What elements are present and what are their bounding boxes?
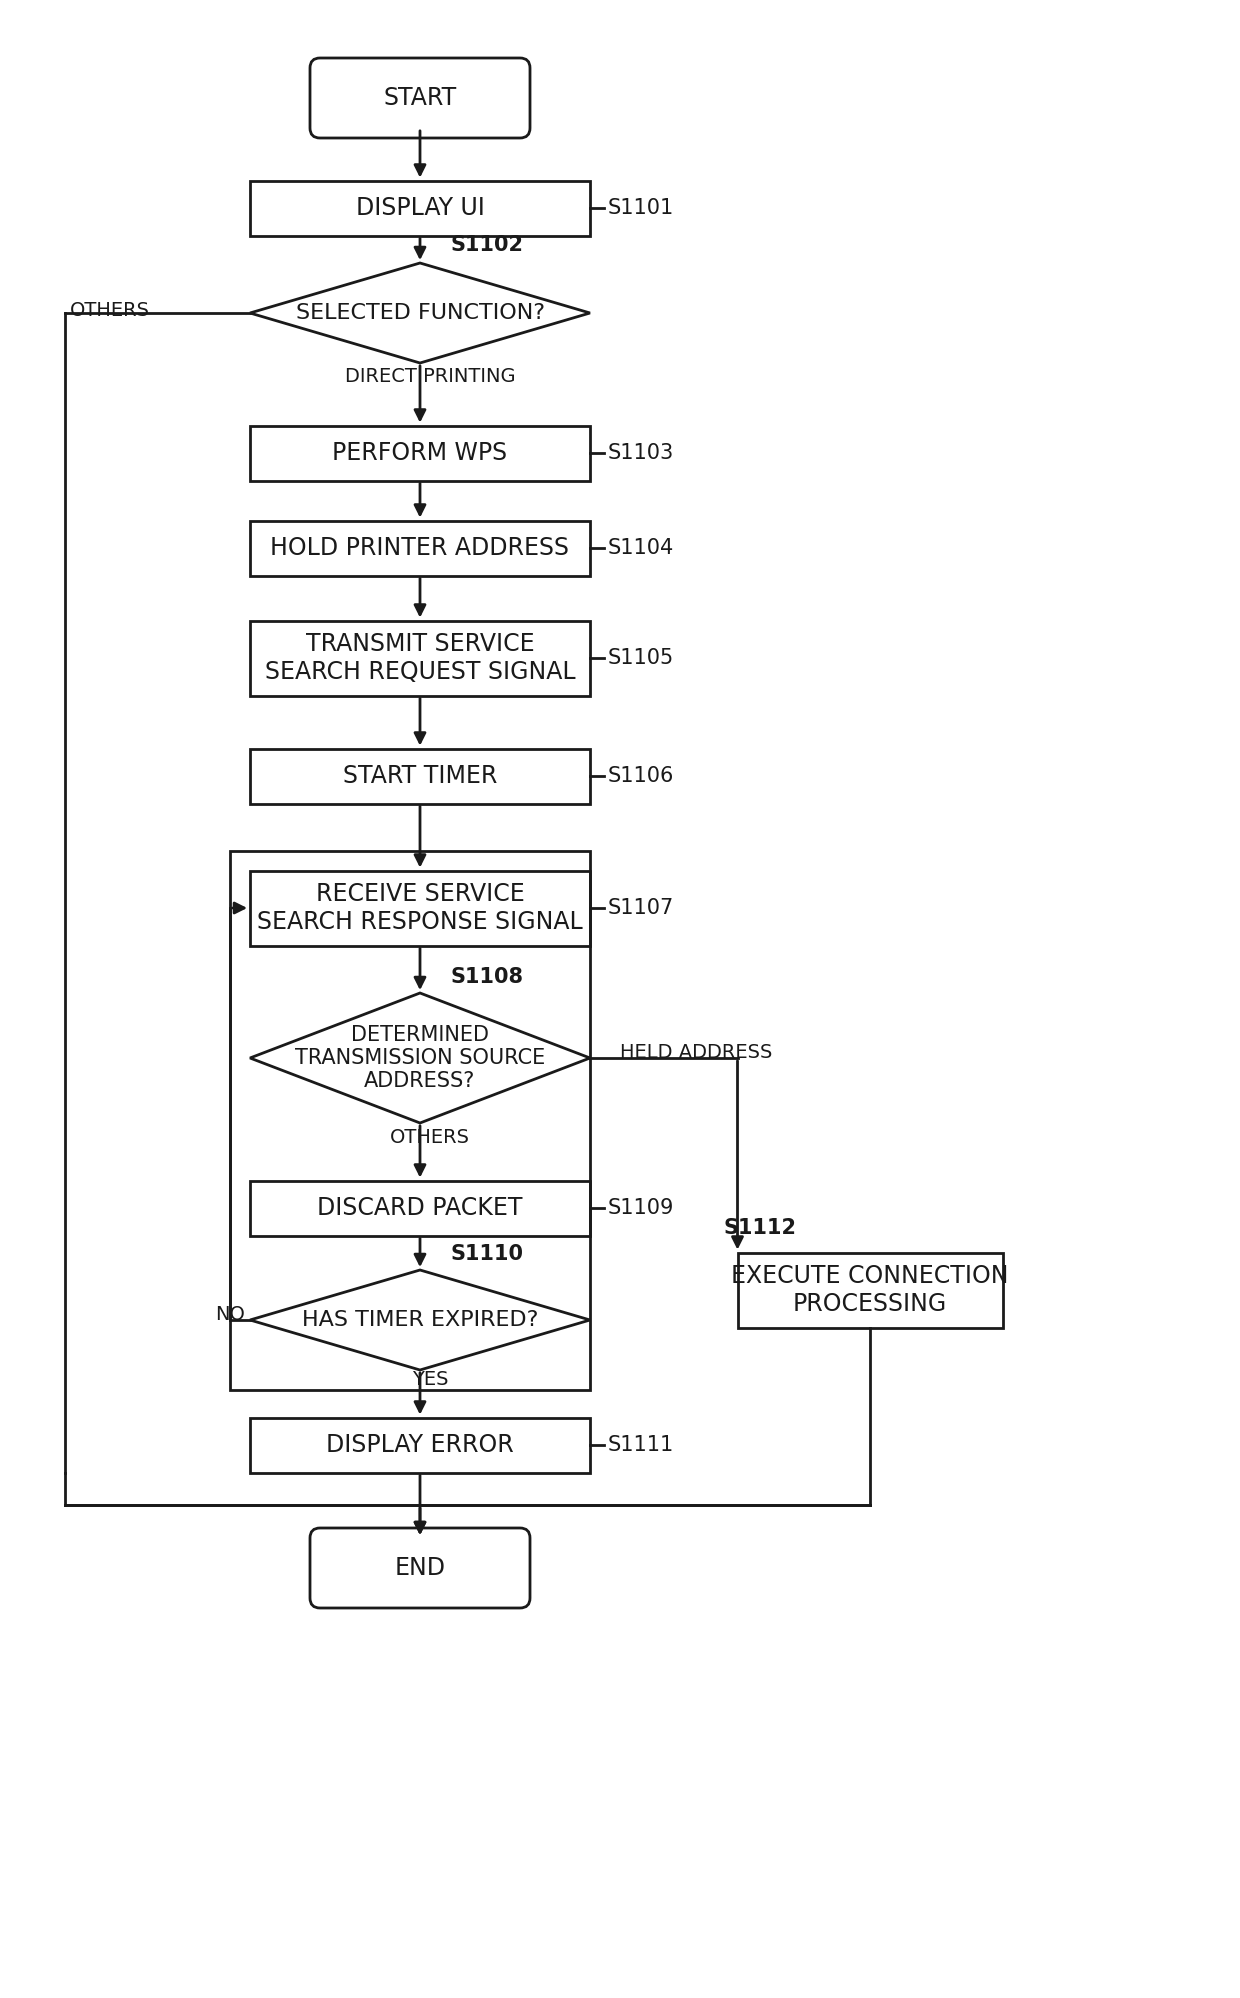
Text: DETERMINED
TRANSMISSION SOURCE
ADDRESS?: DETERMINED TRANSMISSION SOURCE ADDRESS?: [295, 1025, 546, 1091]
Text: S1109: S1109: [608, 1199, 675, 1219]
Text: SELECTED FUNCTION?: SELECTED FUNCTION?: [295, 304, 544, 324]
Polygon shape: [250, 264, 590, 364]
Text: S1110: S1110: [450, 1245, 523, 1265]
Text: S1111: S1111: [608, 1435, 675, 1455]
FancyBboxPatch shape: [310, 58, 529, 138]
Bar: [250, 749, 590, 803]
Text: S1105: S1105: [608, 647, 675, 667]
Bar: [738, 1253, 1002, 1327]
Text: HOLD PRINTER ADDRESS: HOLD PRINTER ADDRESS: [270, 535, 569, 559]
Text: S1101: S1101: [608, 198, 675, 218]
Text: HELD ADDRESS: HELD ADDRESS: [620, 1043, 773, 1063]
Polygon shape: [250, 993, 590, 1123]
Bar: [250, 426, 590, 480]
Text: S1108: S1108: [450, 967, 523, 987]
Text: NO: NO: [215, 1305, 246, 1325]
Bar: [250, 1181, 590, 1235]
Text: S1104: S1104: [608, 537, 675, 557]
Text: START: START: [383, 86, 456, 110]
Text: YES: YES: [412, 1371, 448, 1389]
Text: HAS TIMER EXPIRED?: HAS TIMER EXPIRED?: [301, 1311, 538, 1331]
Text: TRANSMIT SERVICE
SEARCH REQUEST SIGNAL: TRANSMIT SERVICE SEARCH REQUEST SIGNAL: [264, 631, 575, 683]
Text: OTHERS: OTHERS: [391, 1127, 470, 1147]
Text: EXECUTE CONNECTION
PROCESSING: EXECUTE CONNECTION PROCESSING: [732, 1265, 1009, 1317]
Text: END: END: [394, 1556, 445, 1580]
Text: PERFORM WPS: PERFORM WPS: [332, 442, 507, 466]
Bar: [250, 521, 590, 575]
Text: S1103: S1103: [608, 444, 675, 464]
Text: OTHERS: OTHERS: [69, 302, 150, 320]
Bar: [250, 1417, 590, 1473]
Text: S1112: S1112: [723, 1219, 796, 1239]
Polygon shape: [250, 1271, 590, 1371]
Text: DIRECT PRINTING: DIRECT PRINTING: [345, 368, 516, 386]
Text: DISPLAY UI: DISPLAY UI: [356, 196, 485, 220]
Bar: [250, 871, 590, 945]
Text: RECEIVE SERVICE
SEARCH RESPONSE SIGNAL: RECEIVE SERVICE SEARCH RESPONSE SIGNAL: [257, 881, 583, 933]
Text: START TIMER: START TIMER: [342, 763, 497, 787]
Bar: [229, 851, 590, 1391]
Bar: [250, 180, 590, 236]
Bar: [250, 621, 590, 695]
Text: DISCARD PACKET: DISCARD PACKET: [317, 1197, 523, 1221]
FancyBboxPatch shape: [310, 1528, 529, 1608]
Text: S1106: S1106: [608, 765, 675, 785]
Text: S1102: S1102: [450, 236, 523, 256]
Text: S1107: S1107: [608, 897, 675, 917]
Text: DISPLAY ERROR: DISPLAY ERROR: [326, 1433, 513, 1457]
